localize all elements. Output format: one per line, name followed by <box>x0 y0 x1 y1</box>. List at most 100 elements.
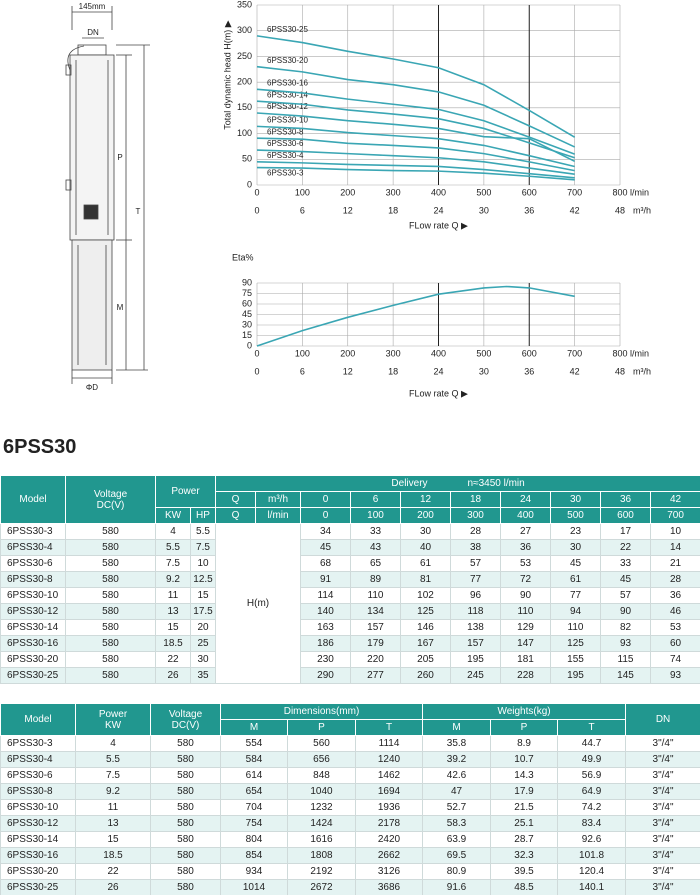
cell: 36 <box>500 539 552 556</box>
cell: 92.6 <box>557 831 627 848</box>
cell: T <box>557 719 627 736</box>
cell: 53 <box>500 555 552 572</box>
cell: 580 <box>65 603 156 620</box>
y-tick-label: 200 <box>237 77 252 87</box>
cell: 147 <box>500 635 552 652</box>
cell: 195 <box>550 667 602 684</box>
x2-unit: m³/h <box>633 366 651 376</box>
y-tick-label: 100 <box>237 128 252 138</box>
cell: 3"/4" <box>625 799 700 816</box>
cell: 28.7 <box>490 831 559 848</box>
cell: 6PSS30-8 <box>0 571 66 588</box>
data-row: 6PSS30-8 580 9.2 12.5 91 89 81 77 72 61 45 28 <box>0 571 700 588</box>
cell: 1936 <box>354 799 424 816</box>
curve-label: 6PSS30-14 <box>267 90 308 99</box>
y-tick-label: 75 <box>242 288 252 298</box>
y-tick-label: 15 <box>242 330 252 340</box>
cell: 186 <box>300 635 352 652</box>
x2-tick-label: 24 <box>433 205 443 215</box>
cell: 6PSS30-6 <box>0 555 66 572</box>
cell: 49.9 <box>557 751 627 768</box>
speed-label: n≈3450 l/min <box>467 478 525 489</box>
x-unit: l/min <box>630 187 649 197</box>
cell: 35.8 <box>422 735 492 752</box>
cell: 580 <box>65 571 156 588</box>
x-tick-label: 200 <box>340 348 355 358</box>
y-tick-label: 50 <box>242 154 252 164</box>
y-tick-label: 90 <box>242 277 252 287</box>
y-tick-label: 30 <box>242 319 252 329</box>
cell: 13 <box>155 603 191 620</box>
data-row: 6PSS30-10 580 11 15 114 110 102 96 90 77 57 36 <box>0 587 700 604</box>
x2-unit: m³/h <box>633 205 651 215</box>
cell: 704 <box>220 799 288 816</box>
model-title: 6PSS30 <box>3 436 77 458</box>
cell: 52.7 <box>422 799 492 816</box>
cell: 6PSS30-16 <box>0 847 76 864</box>
cell: 1040 <box>287 783 356 800</box>
cell: 3"/4" <box>625 751 700 768</box>
x2-tick-label: 6 <box>300 366 305 376</box>
cell: 17.5 <box>189 603 217 620</box>
cell: 25.1 <box>490 815 559 832</box>
cell: 26 <box>75 879 151 895</box>
cell: 580 <box>150 847 221 864</box>
cell: Q <box>215 491 257 508</box>
cell: 44.7 <box>557 735 627 752</box>
dn-label: DN <box>87 28 99 37</box>
data-row: 6PSS30-14 15 580 804 1616 2420 63.9 28.7 92.6 3"/… <box>0 831 700 848</box>
cell: 600 <box>600 507 652 524</box>
cell: 18 <box>450 491 502 508</box>
cell: Voltage DC(V) <box>65 475 156 524</box>
cell: 6PSS30-4 <box>0 539 66 556</box>
cell: 89 <box>350 571 402 588</box>
t-label: T <box>136 207 141 216</box>
x2-tick-label: 48 <box>615 366 625 376</box>
cell: M <box>422 719 492 736</box>
d-label: ΦD <box>86 383 98 392</box>
cell: 83.4 <box>557 815 627 832</box>
cell: 1694 <box>354 783 424 800</box>
data-row: 6PSS30-16 18.5 580 854 1808 2662 69.5 32.3 101.8… <box>0 847 700 864</box>
cell: 125 <box>400 603 452 620</box>
cell: 580 <box>65 667 156 684</box>
cell: 500 <box>550 507 602 524</box>
cell: 3"/4" <box>625 815 700 832</box>
cell: Model <box>0 475 66 524</box>
cell: 58.3 <box>422 815 492 832</box>
cell: 934 <box>220 863 288 880</box>
cell: 22 <box>75 863 151 880</box>
cell: 181 <box>500 651 552 668</box>
y-tick-label: 300 <box>237 25 252 35</box>
cell: 848 <box>287 767 356 784</box>
cell: 65 <box>350 555 402 572</box>
cell: 46 <box>650 603 700 620</box>
cell: 0 <box>300 491 352 508</box>
x-axis-title: FLow rate Q ▶ <box>409 388 468 398</box>
curve-label: 6PSS30-12 <box>267 102 308 111</box>
cell: 580 <box>150 863 221 880</box>
cell: 45 <box>550 555 602 572</box>
cell: 60 <box>650 635 700 652</box>
cell: 120.4 <box>557 863 627 880</box>
cell: 854 <box>220 847 288 864</box>
cell: 6PSS30-3 <box>0 735 76 752</box>
cell: 580 <box>65 555 156 572</box>
cell: 96 <box>450 587 502 604</box>
data-row: 6PSS30-25 580 26 35 290 277 260 245 228 195 145 93 <box>0 667 700 684</box>
cell: 42 <box>650 491 700 508</box>
cell: 6PSS30-14 <box>0 831 76 848</box>
cell: 6PSS30-12 <box>0 815 76 832</box>
cell: 155 <box>550 651 602 668</box>
cell: Power <box>154 475 217 508</box>
cell: 163 <box>300 619 352 636</box>
cell: 580 <box>150 751 221 768</box>
cell: 18.5 <box>75 847 151 864</box>
cell: 290 <box>300 667 352 684</box>
curve-label: 6PSS30-8 <box>267 127 304 136</box>
cell: 260 <box>400 667 452 684</box>
cell: 23 <box>550 523 602 540</box>
curve-label: 6PSS30-25 <box>267 25 308 34</box>
